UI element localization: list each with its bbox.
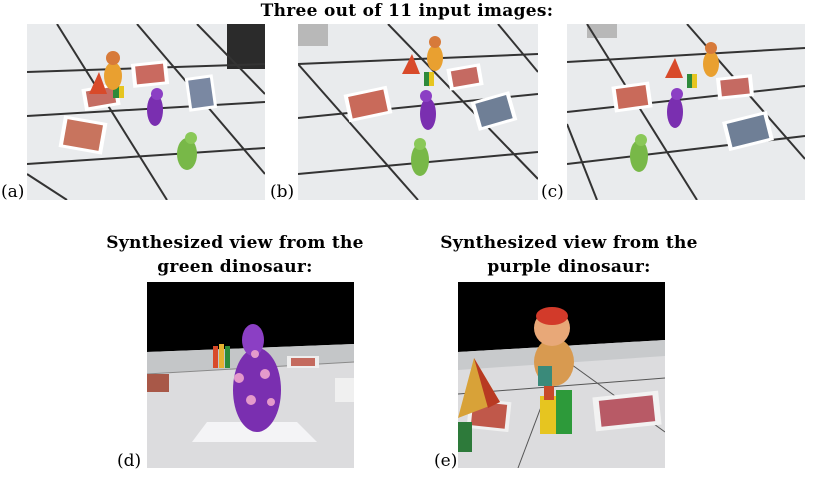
ernie-toy (104, 62, 122, 90)
input-image-c (567, 24, 805, 200)
purple-dinosaur (420, 98, 436, 130)
synth-purple-title-line1: Synthesized view from the (440, 233, 698, 253)
top-figure-title: Three out of 11 input images: (260, 1, 554, 21)
synth-purple-title: Synthesized view from the purple dinosau… (414, 231, 724, 279)
synth-green-title: Synthesized view from the green dinosaur… (80, 231, 390, 279)
synthesized-view-green (147, 282, 354, 468)
synth-green-title-line1: Synthesized view from the (106, 233, 364, 253)
synth-green-title-line2: green dinosaur: (157, 257, 313, 277)
floor-grid (27, 24, 265, 200)
green-dinosaur (630, 140, 648, 172)
purple-dinosaur (667, 96, 683, 128)
input-image-a (27, 24, 265, 200)
purple-dinosaur (233, 348, 281, 432)
label-d: (d) (117, 451, 142, 471)
label-a: (a) (1, 182, 25, 202)
toy-pyramid (89, 72, 107, 94)
input-image-b (298, 24, 538, 200)
synthesized-view-purple (458, 282, 665, 468)
label-e: (e) (434, 451, 458, 471)
green-dinosaur (411, 144, 429, 176)
label-b: (b) (270, 182, 295, 202)
green-dinosaur (177, 138, 197, 170)
label-c: (c) (541, 182, 564, 202)
purple-dinosaur (147, 94, 163, 126)
synth-purple-title-line2: purple dinosaur: (487, 257, 651, 277)
floor-edge-object (227, 24, 265, 69)
